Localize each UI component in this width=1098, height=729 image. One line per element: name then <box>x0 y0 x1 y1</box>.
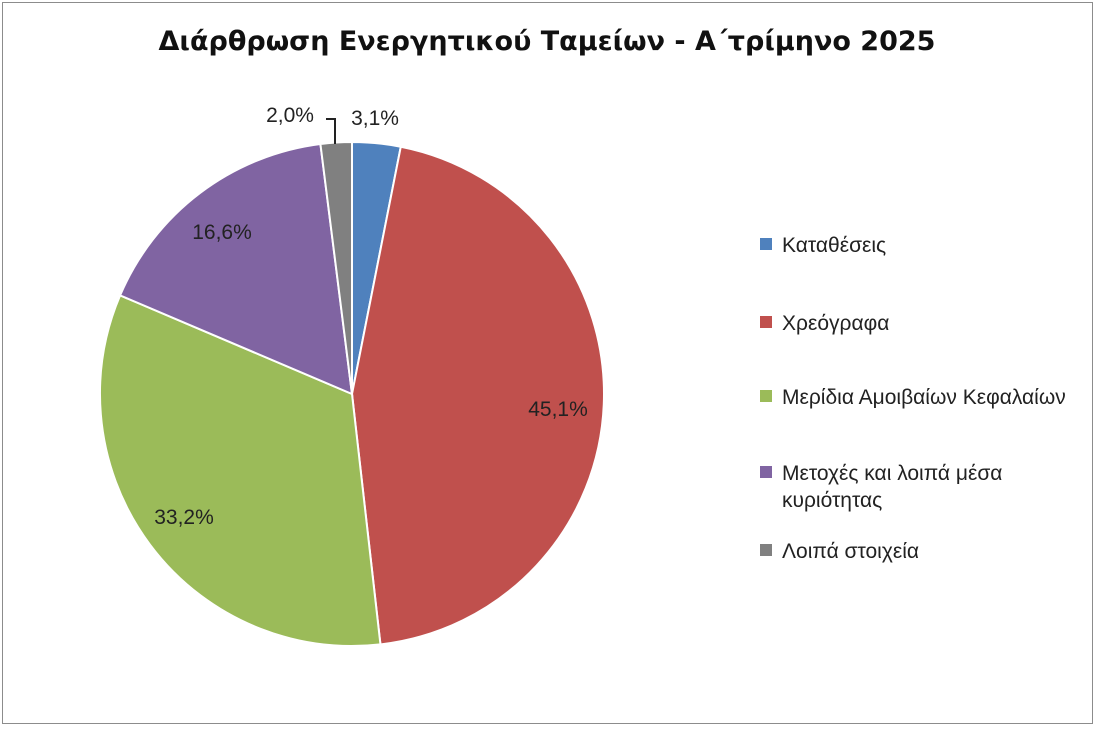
pie-slice-bonds <box>350 145 605 646</box>
data-label-mutual-funds: 33,2% <box>154 506 214 529</box>
legend-label: Μετοχές και λοιπά μέσα κυριότητας <box>782 462 1003 512</box>
legend-swatch <box>760 390 772 402</box>
legend-label: Χρεόγραφα <box>782 312 890 335</box>
legend-label: Μερίδια Αμοιβαίων Κεφαλαίων <box>782 386 1066 409</box>
chart-title: Διάρθρωση Ενεργητικού Ταμείων - Α΄τρίμην… <box>158 26 936 57</box>
legend-swatch <box>760 238 772 250</box>
legend-swatch <box>760 466 772 478</box>
data-label-other: 2,0% <box>266 104 314 127</box>
legend-item-mutual-funds: Μερίδια Αμοιβαίων Κεφαλαίων <box>760 384 1072 411</box>
pie-slice-mutual-funds <box>99 294 382 647</box>
pie-slice-shares <box>118 142 354 396</box>
legend-item-deposits: Καταθέσεις <box>760 232 1072 259</box>
legend-item-bonds: Χρεόγραφα <box>760 310 1072 337</box>
legend-label: Λοιπά στοιχεία <box>782 540 920 563</box>
legend-item-other: Λοιπά στοιχεία <box>760 538 1072 565</box>
legend-swatch <box>760 316 772 328</box>
data-label-deposits: 3,1% <box>351 107 399 130</box>
legend-label: Καταθέσεις <box>782 234 887 257</box>
pie-slice-other <box>319 140 353 395</box>
data-label-shares: 16,6% <box>192 221 252 244</box>
legend-swatch <box>760 544 772 556</box>
data-label-bonds: 45,1% <box>528 398 588 421</box>
legend-item-shares: Μετοχές και λοιπά μέσα κυριότητας <box>760 460 1072 514</box>
leader-line-other <box>326 118 336 144</box>
